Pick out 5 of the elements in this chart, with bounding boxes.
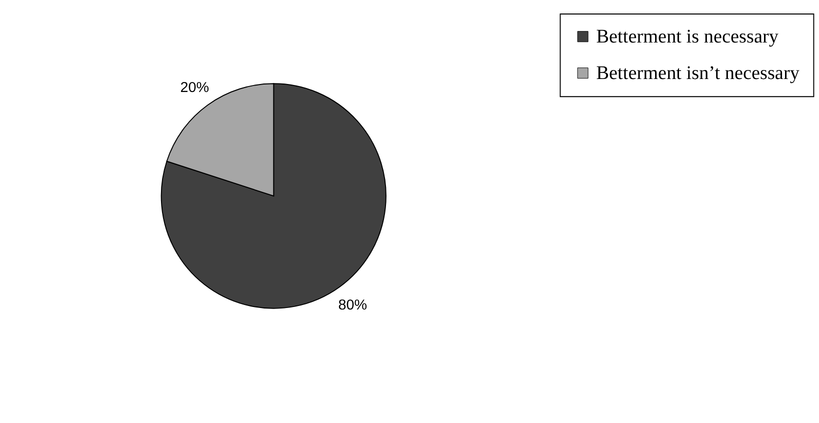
legend-label: Betterment is necessary	[596, 26, 779, 48]
data-label: 80%	[338, 298, 368, 314]
data-label: 20%	[180, 80, 210, 96]
legend-label: Betterment isn’t necessary	[596, 62, 800, 84]
pie-slice	[161, 83, 386, 309]
